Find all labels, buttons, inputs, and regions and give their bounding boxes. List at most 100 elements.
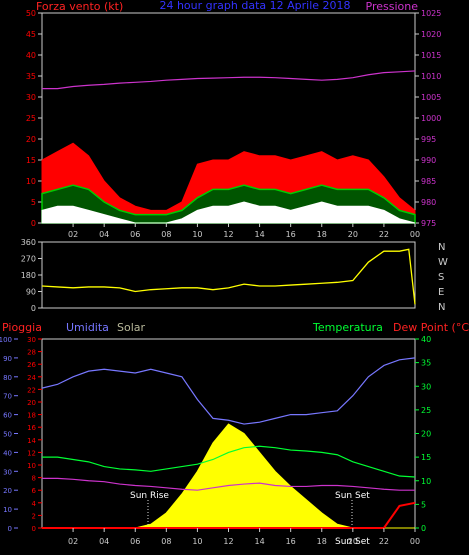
legend-solar: Solar bbox=[117, 321, 146, 334]
temperature-tick-label: 5 bbox=[421, 500, 426, 509]
rain-tick-label: 22 bbox=[27, 386, 36, 394]
legend-rain: Pioggia bbox=[2, 321, 42, 334]
sunrise-label: Sun Rise bbox=[130, 491, 169, 501]
sunset-label: Sun Set bbox=[335, 491, 370, 501]
wind-tick-label: 35 bbox=[26, 72, 36, 81]
direction-tick-label: 90 bbox=[26, 288, 36, 297]
temperature-tick-label: 30 bbox=[421, 382, 431, 391]
time-tick-label: 16 bbox=[286, 537, 296, 546]
humidity-tick-label: 20 bbox=[3, 487, 12, 495]
temperature-tick-label: 15 bbox=[421, 453, 431, 462]
wind-min-area bbox=[41, 201, 416, 224]
rain-tick-label: 2 bbox=[32, 512, 36, 520]
wind-tick-label: 40 bbox=[26, 51, 36, 60]
rain-tick-label: 28 bbox=[27, 349, 36, 357]
direction-axis-ticks: 0 90 180 270 360 bbox=[21, 238, 42, 313]
time-tick-label: 18 bbox=[317, 537, 327, 546]
time-axis-ticks-1: 02 04 06 08 10 12 14 16 18 20 22 00 bbox=[68, 223, 420, 239]
pressure-tick-label: 1000 bbox=[421, 114, 441, 123]
humidity-tick-label: 0 bbox=[8, 525, 12, 533]
pressure-tick-label: 975 bbox=[421, 219, 436, 228]
rain-tick-label: 26 bbox=[27, 361, 36, 369]
humidity-tick-label: 10 bbox=[3, 506, 12, 514]
rain-tick-label: 14 bbox=[27, 437, 36, 445]
wind-tick-label: 25 bbox=[26, 114, 36, 123]
temperature-tick-label: 10 bbox=[421, 477, 431, 486]
wind-tick-label: 10 bbox=[26, 177, 36, 186]
direction-tick-label: 0 bbox=[31, 304, 36, 313]
rain-tick-label: 10 bbox=[27, 462, 36, 470]
rain-tick-label: 30 bbox=[27, 336, 36, 344]
humidity-tick-label: 70 bbox=[3, 393, 12, 401]
compass-label: E bbox=[438, 287, 444, 298]
time-tick-label: 14 bbox=[254, 537, 264, 546]
time-tick-label: 00 bbox=[410, 537, 420, 546]
time-tick-label: 14 bbox=[254, 230, 264, 239]
wind-tick-label: 0 bbox=[31, 219, 36, 228]
humidity-tick-label: 40 bbox=[3, 449, 12, 457]
temperature-tick-label: 35 bbox=[421, 359, 431, 368]
time-tick-label: 02 bbox=[68, 230, 78, 239]
temperature-tick-label: 25 bbox=[421, 406, 431, 415]
direction-series bbox=[41, 248, 416, 305]
time-tick-label: 18 bbox=[317, 230, 327, 239]
rain-tick-label: 20 bbox=[27, 399, 36, 407]
pressure-line bbox=[42, 70, 416, 90]
time-tick-label: 20 bbox=[348, 230, 358, 239]
legend-humidity: Umidita bbox=[66, 321, 109, 334]
pressure-axis-ticks: 975 980 985 990 995 1000 1005 1010 1015 1020 1025 bbox=[415, 9, 441, 228]
pressure-tick-label: 1005 bbox=[421, 93, 441, 102]
time-tick-label: 12 bbox=[223, 537, 233, 546]
time-tick-label: 04 bbox=[99, 537, 109, 546]
compass-label: W bbox=[438, 257, 448, 268]
time-tick-label: 22 bbox=[379, 537, 389, 546]
wind-direction-line bbox=[41, 248, 416, 305]
temperature-tick-label: 0 bbox=[421, 524, 426, 533]
humidity-line bbox=[41, 357, 416, 425]
pressure-tick-label: 995 bbox=[421, 135, 436, 144]
rain-tick-label: 0 bbox=[32, 525, 36, 533]
temperature-tick-label: 20 bbox=[421, 430, 431, 439]
wind-series bbox=[41, 70, 416, 224]
pressure-tick-label: 990 bbox=[421, 156, 436, 165]
wind-axis-title: Forza vento (kt) bbox=[36, 0, 123, 13]
pressure-tick-label: 980 bbox=[421, 198, 436, 207]
wind-tick-label: 15 bbox=[26, 156, 36, 165]
time-tick-label: 08 bbox=[161, 230, 171, 239]
temperature-tick-label: 40 bbox=[421, 335, 431, 344]
humidity-axis-ticks: 0 10 20 30 40 50 60 70 80 90 100 bbox=[0, 336, 18, 533]
wind-tick-label: 45 bbox=[26, 30, 36, 39]
rain-tick-label: 18 bbox=[27, 412, 36, 420]
compass-label: N bbox=[438, 242, 445, 253]
time-tick-label: 06 bbox=[130, 537, 140, 546]
pressure-tick-label: 985 bbox=[421, 177, 436, 186]
time-tick-label: 10 bbox=[192, 537, 202, 546]
pressure-tick-label: 1010 bbox=[421, 72, 441, 81]
chart-title: 24 hour graph data 12 Aprile 2018 bbox=[159, 0, 350, 12]
pressure-tick-label: 1015 bbox=[421, 51, 441, 60]
time-tick-label: 20 bbox=[348, 537, 358, 546]
direction-tick-label: 360 bbox=[21, 238, 36, 247]
time-tick-label: 10 bbox=[192, 230, 202, 239]
temperature-axis-ticks: 0 5 10 15 20 25 30 35 40 bbox=[415, 335, 431, 533]
time-tick-label: 04 bbox=[99, 230, 109, 239]
time-tick-label: 08 bbox=[161, 537, 171, 546]
time-axis-ticks-3: 02 04 06 08 10 12 14 16 18 20 22 00 bbox=[68, 528, 420, 546]
rain-tick-label: 6 bbox=[32, 487, 37, 495]
time-tick-label: 06 bbox=[130, 230, 140, 239]
time-tick-label: 12 bbox=[223, 230, 233, 239]
direction-tick-label: 270 bbox=[21, 255, 36, 264]
rain-tick-label: 4 bbox=[32, 500, 37, 508]
sunset-label-bottom: Sun Set bbox=[335, 537, 370, 547]
pressure-axis-title: Pressione bbox=[366, 0, 419, 13]
humidity-tick-label: 100 bbox=[0, 336, 12, 344]
wind-tick-label: 50 bbox=[26, 9, 36, 18]
humidity-tick-label: 30 bbox=[3, 468, 12, 476]
legend-dewpoint: Dew Point (°C) bbox=[393, 321, 469, 334]
wind-tick-label: 30 bbox=[26, 93, 36, 102]
humidity-tick-label: 80 bbox=[3, 374, 12, 382]
rain-tick-label: 12 bbox=[27, 449, 36, 457]
dewpoint-line bbox=[42, 477, 415, 491]
pressure-tick-label: 1025 bbox=[421, 9, 441, 18]
